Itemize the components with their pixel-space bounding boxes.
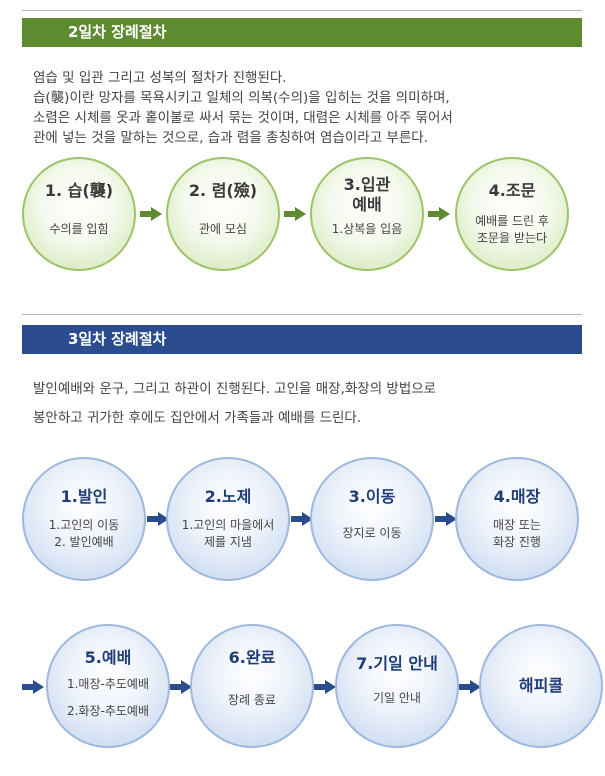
step-title: 4.매장 <box>457 487 577 507</box>
middle-divider <box>22 314 582 315</box>
section3-description: 발인예배와 운구, 그리고 하관이 진행된다. 고인을 매장,화장의 방법으로 … <box>33 375 583 433</box>
section2-text-line: 소렴은 시체를 옷과 홑이불로 싸서 묶는 것이며, 대렴은 시체를 아주 묶어… <box>33 110 453 126</box>
step-description-line: 1.상복을 입음 <box>331 222 403 236</box>
step-description-line: 장례 종료 <box>228 693 276 707</box>
step-title-line: 7.기일 안내 <box>356 654 438 673</box>
step-title: 7.기일 안내 <box>337 654 457 674</box>
step-description: 장지로 이동 <box>312 525 432 542</box>
step-title: 해피콜 <box>481 676 601 696</box>
step-description: 수의를 입힘 <box>24 221 134 238</box>
section2-text-line: 습(襲)이란 망자를 목욕시키고 일체의 의복(수의)을 입히는 것을 의미하며… <box>33 90 450 106</box>
flow-arrow-icon <box>284 207 306 221</box>
step-title: 6.완료 <box>192 648 312 668</box>
flow-arrow-icon <box>291 512 313 526</box>
section3-text-line: 발인예배와 운구, 그리고 하관이 진행된다. 고인을 매장,화장의 방법으로 <box>33 381 437 397</box>
flow-arrow-icon <box>428 207 450 221</box>
flow-arrow-icon <box>170 680 192 694</box>
step-description-line: 조문을 받는다 <box>476 231 548 245</box>
step-description: 기일 안내 <box>337 690 457 707</box>
step-title-line: 예배 <box>352 195 382 214</box>
step-title-line: 4.조문 <box>488 181 536 200</box>
step-description-line: 1.고인의 이동 <box>48 518 120 532</box>
step-description-line: 수의를 입힘 <box>49 222 109 236</box>
step-description-line: 기일 안내 <box>373 691 421 705</box>
section3-title: 3일차 장례절차 <box>68 330 167 348</box>
step-title-line: 해피콜 <box>518 676 564 695</box>
procedure-step-circle: 1. 습(襲) 수의를 입힘 <box>22 157 136 271</box>
top-divider <box>22 10 582 11</box>
step-description-line: 화장 진행 <box>493 535 541 549</box>
section2-title: 2일차 장례절차 <box>68 23 167 41</box>
step-description: 관에 모심 <box>168 221 278 238</box>
procedure-step-circle: 5.예배 1.매장-추도예배 2.화장-추도예배 <box>46 624 170 748</box>
step-description: 1.고인의 이동 2. 발인예배 <box>24 517 144 551</box>
step-title-line: 3.입관 <box>343 175 391 194</box>
step-title-line: 1.발인 <box>60 487 108 506</box>
step-title-line: 2.노제 <box>204 487 252 506</box>
section2-text-line: 관에 넣는 것을 말하는 것으로, 습과 렴을 총칭하여 염습이라고 부른다. <box>33 130 428 146</box>
step-description-line: 장지로 이동 <box>342 526 402 540</box>
step-title: 1. 습(襲) <box>24 181 134 201</box>
step-description-line: 2. 발인예배 <box>54 535 114 549</box>
step-description-line <box>48 693 168 703</box>
step-title-line: 6.완료 <box>228 648 276 667</box>
step-title-line: 5.예배 <box>84 648 132 667</box>
section2-description: 염습 및 입관 그리고 성복의 절차가 진행된다. 습(襲)이란 망자를 목욕시… <box>33 68 583 148</box>
step-description-line: 예배를 드린 후 <box>475 214 549 228</box>
step-title-line: 2. 렴(殮) <box>188 181 258 200</box>
step-description: 1.상복을 입음 <box>312 221 422 238</box>
section2-title-bar: 2일차 장례절차 <box>22 18 582 47</box>
step-description-line: 관에 모심 <box>199 222 247 236</box>
flow-arrow-icon <box>459 680 481 694</box>
flow-arrow-icon <box>140 207 162 221</box>
step-title-line: 1. 습(襲) <box>44 181 114 200</box>
step-description-line: 1.고인의 마을에서 <box>181 518 275 532</box>
step-description-line: 2.화장-추도예배 <box>66 704 150 718</box>
step-title: 4.조문 <box>457 181 567 201</box>
step-description-line: 1.매장-추도예배 <box>66 677 150 691</box>
step-title-line: 3.이동 <box>348 487 396 506</box>
step-description: 장례 종료 <box>192 692 312 709</box>
step-title: 3.이동 <box>312 487 432 507</box>
flow-arrow-icon <box>435 512 457 526</box>
step-title: 1.발인 <box>24 487 144 507</box>
section3-title-bar: 3일차 장례절차 <box>22 325 582 354</box>
flow-arrow-icon <box>147 512 169 526</box>
step-description-line: 제를 지냄 <box>204 535 252 549</box>
procedure-step-circle: 3.입관 예배 1.상복을 입음 <box>310 157 424 271</box>
step-description-line: 매장 또는 <box>493 518 541 532</box>
procedure-step-circle: 해피콜 <box>479 624 603 748</box>
flow-arrow-icon <box>314 680 336 694</box>
procedure-step-circle: 2. 렴(殮) 관에 모심 <box>166 157 280 271</box>
step-title: 2.노제 <box>168 487 288 507</box>
step-title: 5.예배 <box>48 648 168 668</box>
flow-arrow-icon <box>22 680 44 694</box>
step-title: 3.입관 예배 <box>312 175 422 215</box>
procedure-step-circle: 1.발인 1.고인의 이동 2. 발인예배 <box>22 457 146 581</box>
step-description: 1.매장-추도예배 2.화장-추도예배 <box>48 676 168 720</box>
step-title: 2. 렴(殮) <box>168 181 278 201</box>
section3-text-line: 봉안하고 귀가한 후에도 집안에서 가족들과 예배를 드린다. <box>33 410 362 426</box>
section2-text-line: 염습 및 입관 그리고 성복의 절차가 진행된다. <box>33 70 287 86</box>
step-title-line: 4.매장 <box>493 487 541 506</box>
